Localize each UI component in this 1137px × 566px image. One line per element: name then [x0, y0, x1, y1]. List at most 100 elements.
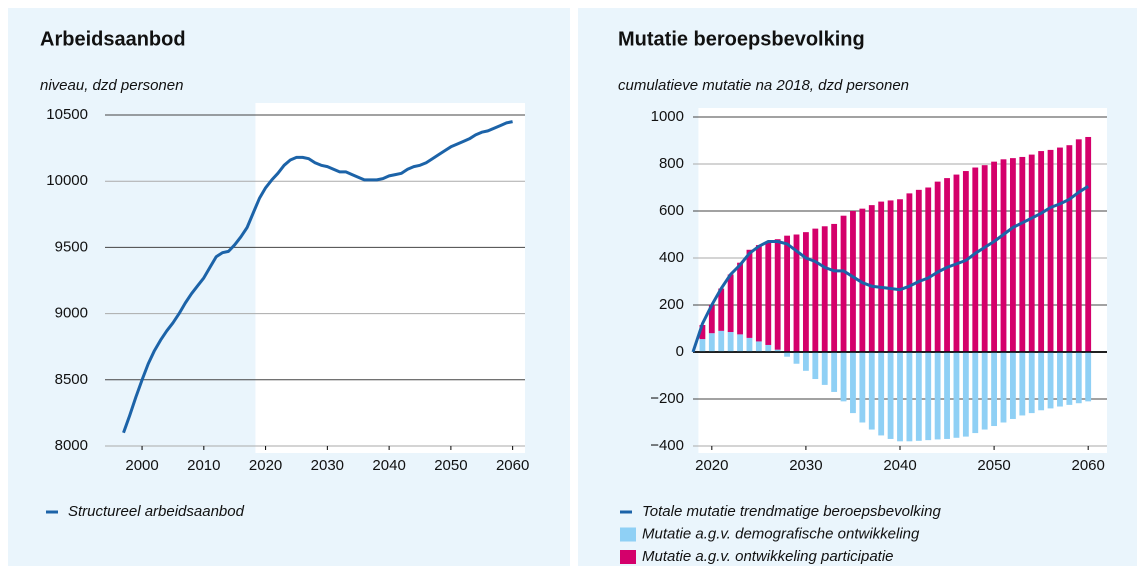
projection-area [255, 103, 526, 453]
x-tick-label: 2010 [187, 457, 220, 474]
bar [831, 352, 838, 392]
bar [1047, 149, 1054, 352]
bar [774, 239, 781, 350]
bar [1085, 136, 1092, 352]
bar [802, 352, 809, 371]
line [691, 185, 1089, 353]
x-tick-label: 2040 [883, 457, 916, 474]
bar [1075, 352, 1082, 404]
bar [897, 199, 903, 352]
bar [915, 189, 922, 352]
bar [812, 228, 819, 352]
bar [1009, 352, 1016, 419]
x-tick-label: 2060 [496, 457, 529, 474]
bar [991, 161, 998, 352]
bar [934, 352, 941, 440]
chart-subtitle: niveau, dzd personen [40, 77, 183, 94]
bar [737, 334, 743, 352]
x-tick-label: 2020 [695, 457, 728, 474]
bar [887, 200, 894, 352]
y-tick-label: 10500 [46, 106, 88, 123]
bar [1047, 352, 1054, 409]
bar [727, 332, 734, 352]
bar [1019, 156, 1026, 352]
y-tick-label: 9500 [55, 238, 88, 255]
x-tick-label: 2050 [434, 457, 467, 474]
x-tick-label: 2030 [789, 457, 822, 474]
bar [812, 352, 819, 380]
bar [934, 181, 941, 352]
legend-swatch [620, 527, 636, 542]
line [122, 120, 513, 434]
bar [793, 352, 800, 364]
bar [1000, 352, 1007, 423]
bar [784, 352, 791, 357]
bar [906, 193, 913, 352]
bar [991, 352, 998, 427]
bar [1009, 158, 1016, 352]
bar [897, 352, 903, 442]
bar [755, 245, 762, 342]
y-tick-label: 1000 [651, 108, 684, 125]
legend-label: Mutatie a.g.v. demografische ontwikkelin… [642, 525, 920, 542]
bar [821, 226, 828, 352]
bar [699, 339, 706, 352]
bar [925, 187, 932, 352]
bar [878, 352, 885, 436]
bar [1028, 154, 1035, 352]
bar [718, 330, 725, 352]
bar [840, 215, 847, 352]
y-tick-label: 9000 [55, 305, 88, 322]
bar [746, 249, 753, 338]
bar [972, 167, 979, 352]
x-tick-label: 2030 [311, 457, 344, 474]
x-tick-label: 2020 [249, 457, 282, 474]
bar [972, 352, 979, 434]
bar [878, 201, 885, 352]
bar [746, 337, 753, 352]
legend-label: Totale mutatie trendmatige beroepsbevolk… [642, 503, 941, 520]
bar [944, 352, 950, 439]
legend-swatch [620, 550, 636, 564]
bar [981, 165, 988, 352]
bar [962, 352, 969, 437]
bar [981, 352, 988, 430]
chart-subtitle: cumulatieve mutatie na 2018, dzd persone… [618, 77, 909, 94]
bar [718, 288, 725, 331]
bar [831, 223, 838, 352]
bar [1057, 147, 1063, 352]
y-tick-label: 8000 [55, 437, 88, 454]
bar [906, 352, 913, 442]
bar [755, 341, 762, 352]
bar [953, 352, 960, 438]
x-tick-label: 2000 [125, 457, 158, 474]
bar [868, 205, 875, 352]
bar [925, 352, 932, 441]
bar [1038, 352, 1045, 411]
bar [859, 208, 866, 352]
bar [802, 232, 809, 352]
bar [1038, 151, 1045, 352]
bar [765, 241, 772, 345]
chart-title: Arbeidsaanbod [40, 28, 186, 50]
bar [1075, 139, 1082, 352]
bar [708, 305, 715, 334]
x-tick-label: 2060 [1071, 457, 1104, 474]
bar [1066, 352, 1073, 405]
chart-title: Mutatie beroepsbevolking [618, 28, 865, 50]
y-tick-label: 8500 [55, 371, 88, 388]
y-tick-label: 0 [676, 343, 684, 360]
bar [944, 178, 950, 352]
bar [1028, 352, 1035, 414]
bar [708, 333, 715, 352]
bar [1066, 145, 1073, 352]
bar [727, 274, 734, 333]
y-tick-label: 600 [659, 202, 684, 219]
bar [784, 235, 791, 352]
bar [859, 352, 866, 423]
bar [868, 352, 875, 430]
x-tick-label: 2050 [977, 457, 1010, 474]
y-tick-label: −200 [650, 390, 684, 407]
y-tick-label: −400 [650, 437, 684, 454]
